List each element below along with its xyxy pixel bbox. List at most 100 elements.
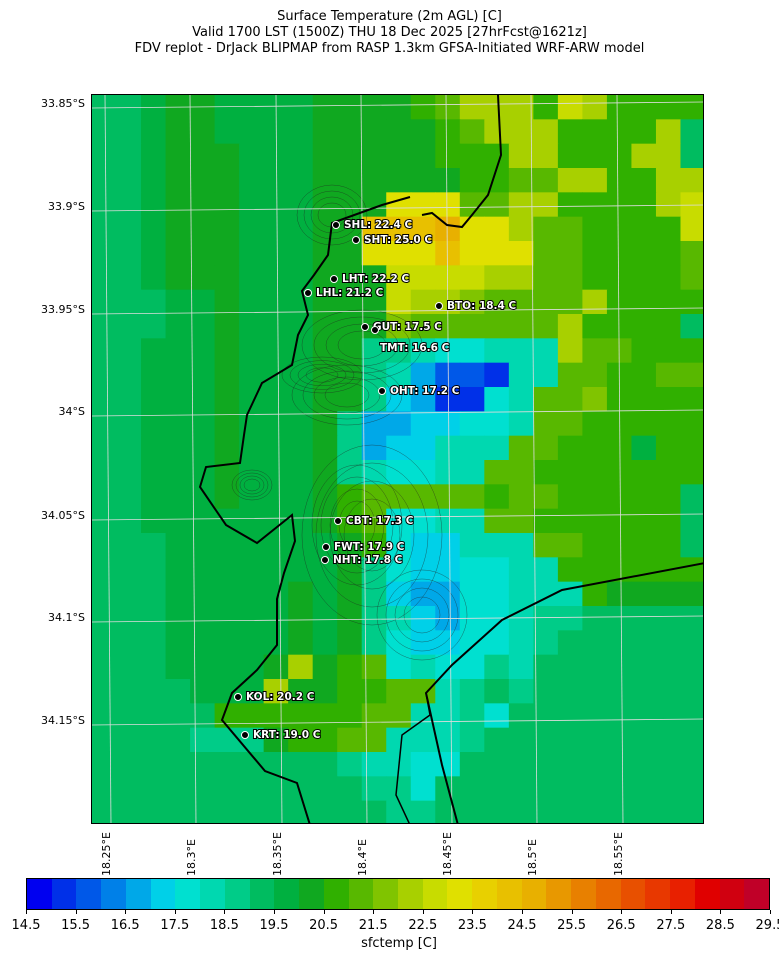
temperature-cell: [557, 800, 583, 823]
temperature-cell: [312, 679, 338, 704]
temperature-cell: [606, 800, 633, 823]
temperature-cell: [337, 265, 363, 291]
temperature-cell: [214, 95, 240, 120]
terrain-contour: [313, 376, 381, 414]
temperature-cell: [508, 216, 534, 242]
colorbar-swatch: [670, 879, 695, 909]
temperature-cell: [410, 387, 436, 412]
temperature-cell: [386, 654, 412, 680]
temperature-cell: [116, 192, 142, 218]
temperature-cell: [92, 533, 118, 558]
terrain-contour: [239, 475, 265, 495]
temperature-cell: [508, 508, 534, 534]
temperature-cell: [239, 800, 265, 823]
temperature-cell: [484, 776, 510, 802]
lat-tick-label: 34.1°S: [48, 611, 85, 624]
temperature-cell: [141, 654, 167, 680]
temperature-cell: [92, 727, 118, 753]
temperature-cell: [582, 314, 608, 339]
temperature-cell: [631, 387, 657, 412]
temperature-cell: [435, 387, 461, 412]
temperature-cell: [606, 727, 633, 753]
temperature-cell: [606, 484, 633, 510]
temperature-cell: [655, 606, 682, 631]
temperature-cell: [386, 241, 412, 266]
temperature-cell: [435, 460, 461, 485]
temperature-cell: [92, 606, 118, 631]
temperature-cell: [655, 289, 682, 315]
temperature-cell: [410, 216, 436, 242]
temperature-cell: [557, 265, 583, 291]
station-label-gut: GUT: 17.5 C: [373, 321, 442, 333]
terrain-contour: [235, 472, 269, 498]
temperature-cell: [631, 411, 657, 437]
temperature-cell: [361, 703, 387, 729]
lat-tick-label: 34°S: [58, 405, 85, 418]
temperature-cell: [141, 314, 167, 339]
colorbar-swatch: [645, 879, 671, 909]
colorbar-tick-mark: [274, 910, 275, 914]
temperature-cell: [582, 752, 608, 777]
temperature-map[interactable]: SHL: 22.4 C SHT: 25.0 C LHT: 22.2 C LHL: 21…: [91, 94, 704, 824]
temperature-cell: [459, 727, 485, 753]
temperature-cell: [655, 192, 682, 218]
temperature-cell: [582, 727, 608, 753]
temperature-cell: [92, 362, 118, 388]
temperature-cell: [655, 314, 682, 339]
temperature-cell: [263, 338, 289, 364]
temperature-cell: [508, 581, 534, 607]
lat-tick-label: 34.15°S: [41, 714, 85, 727]
temperature-cell: [557, 654, 583, 680]
temperature-cell: [263, 314, 289, 339]
temperature-cell: [459, 265, 485, 291]
temperature-cell: [459, 752, 485, 777]
temperature-cell: [337, 168, 363, 193]
temperature-cell: [141, 435, 167, 461]
temperature-cell: [680, 557, 703, 583]
temperature-cell: [386, 338, 412, 364]
temperature-cell: [214, 314, 240, 339]
colorbar-tick-mark: [224, 910, 226, 914]
temperature-cell: [631, 241, 657, 266]
colorbar-tick-mark: [323, 910, 325, 914]
temperature-cell: [533, 338, 559, 364]
temperature-cell: [92, 265, 118, 291]
temperature-cell: [141, 727, 167, 753]
temperature-cell: [92, 143, 118, 169]
temperature-cell: [459, 435, 485, 461]
temperature-cell: [312, 752, 338, 777]
temperature-cell: [361, 557, 387, 583]
title-line-1: Surface Temperature (2m AGL) [C]: [277, 9, 502, 24]
temperature-cell: [631, 508, 657, 534]
temperature-cell: [508, 630, 534, 656]
temperature-cell: [508, 679, 534, 704]
temperature-cell: [459, 776, 485, 802]
temperature-cell: [190, 362, 216, 388]
temperature-cell: [312, 143, 338, 169]
temperature-cell: [214, 387, 240, 412]
colorbar-tick-label: 23.5: [457, 918, 487, 933]
station-label-nht: NHT: 17.8 C: [333, 554, 403, 566]
temperature-cell: [655, 533, 682, 558]
temperature-cell: [435, 727, 461, 753]
temperature-cell: [312, 581, 338, 607]
station-marker-lhl: [304, 289, 312, 297]
temperature-cell: [141, 241, 167, 266]
terrain-contour: [394, 587, 450, 643]
temperature-cell: [190, 387, 216, 412]
longitude-gridline: [189, 95, 197, 823]
station-label-kol: KOL: 20.2 C: [246, 691, 315, 703]
temperature-cell: [239, 460, 265, 485]
temperature-cell: [263, 533, 289, 558]
temperature-cell: [606, 289, 633, 315]
temperature-cell: [214, 168, 240, 193]
colorbar-swatch: [125, 879, 151, 909]
temperature-cell: [214, 362, 240, 388]
temperature-cell: [484, 435, 510, 461]
temperature-cell: [533, 216, 559, 242]
temperature-cell: [361, 411, 387, 437]
terrain-contour: [337, 330, 387, 360]
temperature-cell: [239, 241, 265, 266]
temperature-cell: [288, 606, 314, 631]
temperature-cell: [557, 460, 583, 485]
